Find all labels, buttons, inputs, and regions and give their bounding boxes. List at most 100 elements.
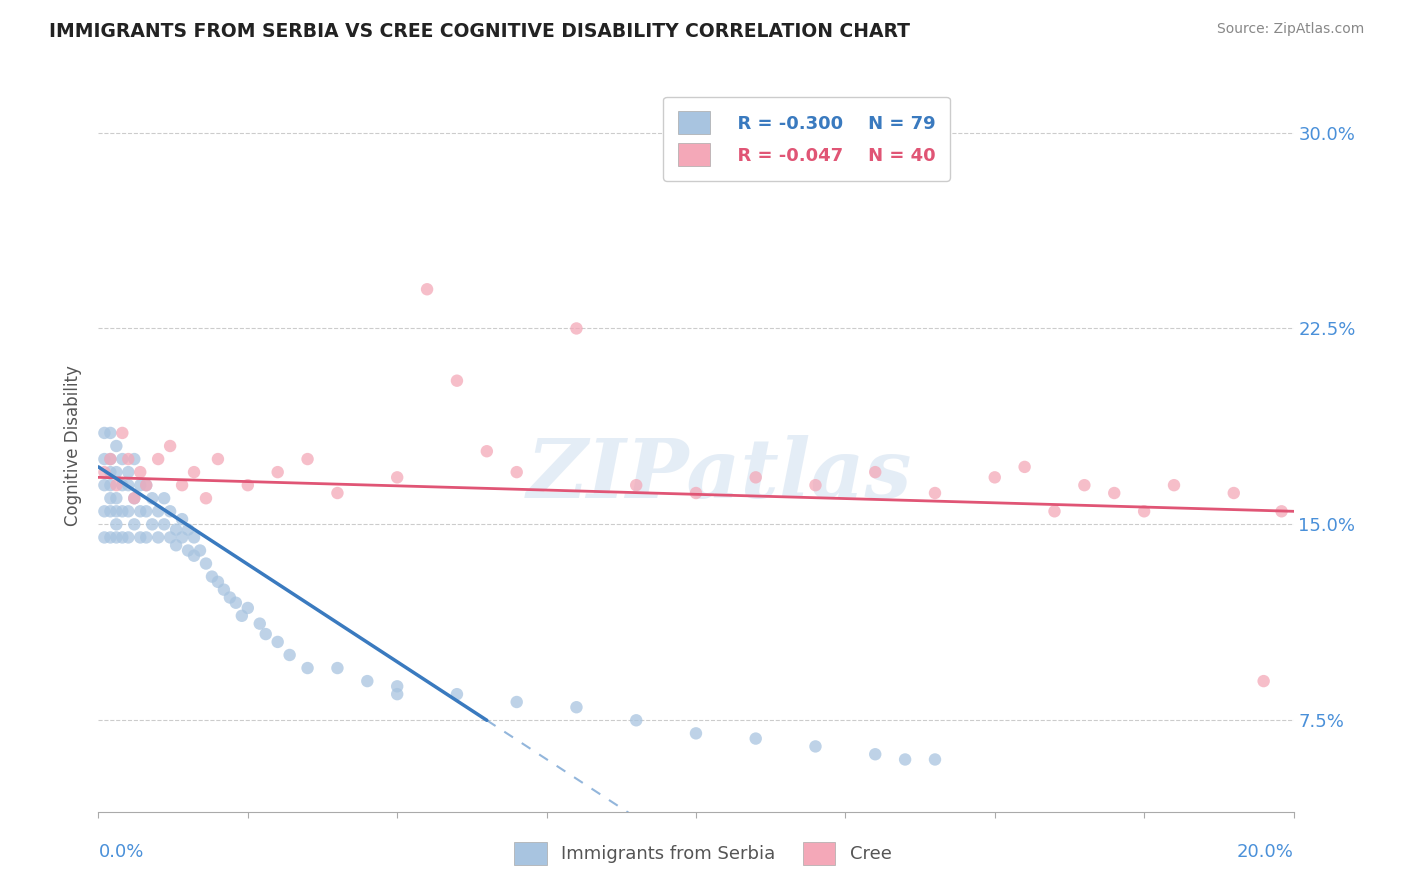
Point xyxy=(249,616,271,631)
Point xyxy=(254,627,277,641)
Point xyxy=(626,478,648,492)
Point xyxy=(565,321,588,335)
Point xyxy=(626,714,648,728)
Point xyxy=(111,425,134,440)
Point xyxy=(165,523,187,537)
Point xyxy=(172,512,194,526)
Text: IMMIGRANTS FROM SERBIA VS CREE COGNITIVE DISABILITY CORRELATION CHART: IMMIGRANTS FROM SERBIA VS CREE COGNITIVE… xyxy=(49,22,910,41)
Point xyxy=(267,635,290,649)
Point xyxy=(685,726,707,740)
Point xyxy=(188,543,211,558)
Point xyxy=(685,486,707,500)
Point xyxy=(183,549,205,563)
Point xyxy=(1253,674,1275,689)
Point xyxy=(93,530,115,544)
Point xyxy=(201,569,224,583)
Point xyxy=(148,504,170,518)
Point xyxy=(117,530,139,544)
Point xyxy=(195,491,218,506)
Point xyxy=(1163,478,1185,492)
Point xyxy=(225,596,247,610)
Point xyxy=(1133,504,1156,518)
Text: 0.0%: 0.0% xyxy=(98,843,143,861)
Point xyxy=(93,465,115,479)
Point xyxy=(297,452,319,467)
Point xyxy=(105,491,128,506)
Point xyxy=(98,425,122,440)
Point xyxy=(924,486,946,500)
Point xyxy=(506,465,529,479)
Point xyxy=(446,374,468,388)
Point xyxy=(153,491,176,506)
Point xyxy=(111,504,134,518)
Point xyxy=(105,504,128,518)
Point xyxy=(111,478,134,492)
Point xyxy=(297,661,319,675)
Point xyxy=(135,478,157,492)
Legend:   R = -0.300    N = 79,   R = -0.047    N = 40: R = -0.300 N = 79, R = -0.047 N = 40 xyxy=(664,96,950,181)
Point xyxy=(117,465,139,479)
Point xyxy=(129,478,152,492)
Point xyxy=(984,470,1007,484)
Point xyxy=(129,465,152,479)
Point xyxy=(135,530,157,544)
Point xyxy=(98,465,122,479)
Point xyxy=(105,465,128,479)
Point xyxy=(1073,478,1095,492)
Text: ZIPatlas: ZIPatlas xyxy=(527,435,912,516)
Point xyxy=(172,530,194,544)
Point xyxy=(1043,504,1066,518)
Point xyxy=(865,465,887,479)
Point xyxy=(183,530,205,544)
Point xyxy=(105,439,128,453)
Point xyxy=(129,530,152,544)
Text: 20.0%: 20.0% xyxy=(1237,843,1294,861)
Point xyxy=(93,452,115,467)
Point xyxy=(111,530,134,544)
Point xyxy=(183,465,205,479)
Point xyxy=(236,478,259,492)
Point xyxy=(93,504,115,518)
Point xyxy=(267,465,290,479)
Point xyxy=(446,687,468,701)
Point xyxy=(129,504,152,518)
Point xyxy=(326,486,349,500)
Point xyxy=(278,648,301,662)
Point xyxy=(135,478,157,492)
Point xyxy=(177,543,200,558)
Point xyxy=(565,700,588,714)
Point xyxy=(98,504,122,518)
Point xyxy=(117,452,139,467)
Point xyxy=(165,538,187,552)
Point xyxy=(1104,486,1126,500)
Point xyxy=(98,530,122,544)
Point xyxy=(124,452,146,467)
Point xyxy=(172,478,194,492)
Point xyxy=(1223,486,1246,500)
Point xyxy=(98,452,122,467)
Point xyxy=(326,661,349,675)
Point xyxy=(236,601,259,615)
Point xyxy=(93,425,115,440)
Point xyxy=(385,470,409,484)
Point xyxy=(117,504,139,518)
Point xyxy=(111,452,134,467)
Point xyxy=(177,523,200,537)
Point xyxy=(159,439,181,453)
Point xyxy=(141,491,163,506)
Point xyxy=(924,752,946,766)
Point xyxy=(141,517,163,532)
Point xyxy=(865,747,887,762)
Point xyxy=(1014,459,1036,474)
Point xyxy=(1271,504,1294,518)
Point xyxy=(98,491,122,506)
Point xyxy=(894,752,917,766)
Point xyxy=(98,452,122,467)
Point xyxy=(804,478,827,492)
Point xyxy=(105,478,128,492)
Point xyxy=(356,674,378,689)
Point xyxy=(385,679,409,693)
Point xyxy=(212,582,235,597)
Point xyxy=(231,608,253,623)
Point xyxy=(117,478,139,492)
